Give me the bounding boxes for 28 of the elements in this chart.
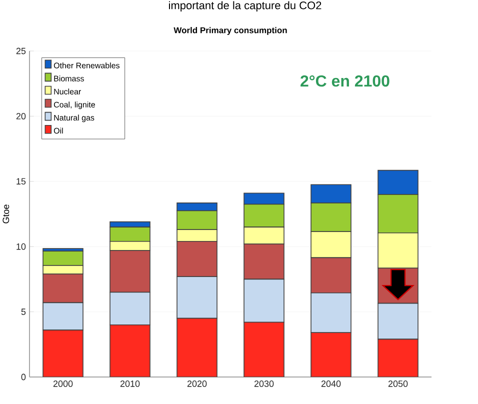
y-tick-label: 0 <box>21 374 26 380</box>
bar <box>244 322 284 377</box>
x-tick-label: 2010 <box>120 380 140 387</box>
chart-title: World Primary consumption <box>174 27 287 35</box>
y-tick-label: 15 <box>16 178 26 185</box>
x-tick-label: 2000 <box>53 380 73 387</box>
x-tick-label: 2030 <box>254 380 274 387</box>
x-tick-label: 2020 <box>187 380 207 387</box>
y-tick-label: 20 <box>16 113 26 120</box>
bar <box>378 338 418 377</box>
legend-label: Natural gas <box>54 114 94 122</box>
legend-label: Oil <box>54 128 63 134</box>
bar <box>110 324 150 377</box>
y-tick-label: 5 <box>21 308 26 315</box>
legend-label: Biomass <box>54 76 84 82</box>
text: important de la capture du CO2 <box>169 1 322 12</box>
x-tick-label: 2040 <box>321 380 341 387</box>
bar <box>176 318 218 377</box>
y-tick-label: 25 <box>16 48 26 54</box>
y-axis-title: Gtoe <box>2 204 10 224</box>
legend-label: Nuclear <box>54 88 81 94</box>
x-tick-label: 2050 <box>388 380 408 387</box>
bar <box>42 330 84 377</box>
bar <box>310 332 352 377</box>
annotation: 2°C en 2100 <box>300 75 390 87</box>
legend-label: Other Renewables <box>54 62 120 68</box>
legend-label: Coal, lignite <box>54 102 95 110</box>
y-tick-label: 10 <box>16 243 26 250</box>
